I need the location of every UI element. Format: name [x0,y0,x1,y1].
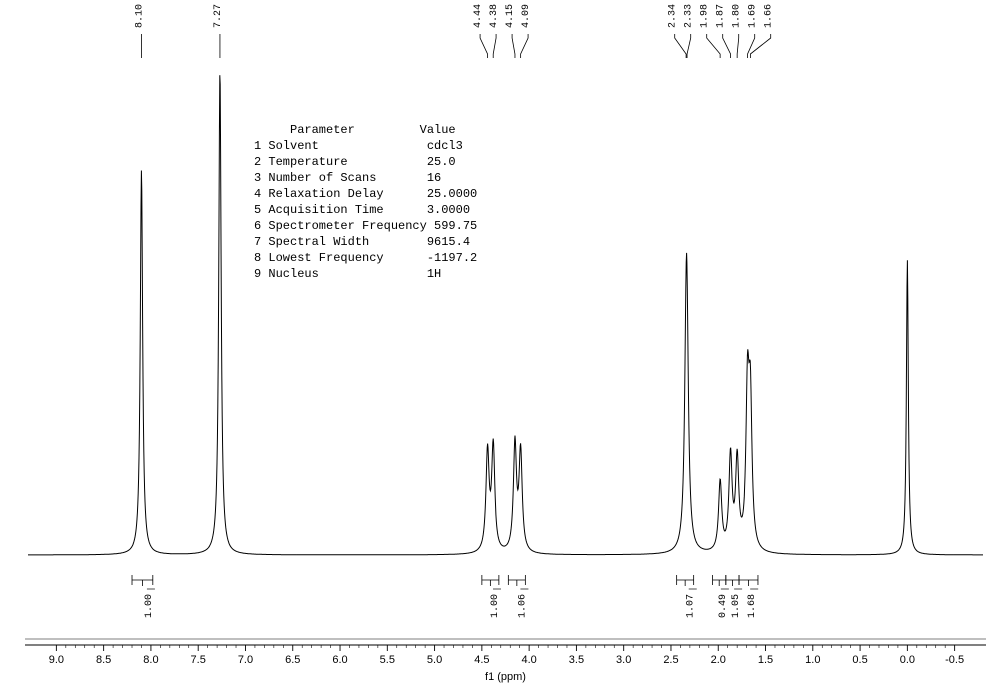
integral-label: 1.07 [686,594,697,618]
x-tick-label: 7.0 [238,654,253,666]
peak-label: 4.38 [489,4,500,28]
x-tick-label: -0.5 [945,654,964,666]
integral-label: 1.00 [490,594,501,618]
parameter-row: 7 Spectral Width 9615.4 [254,234,477,250]
x-axis-label: f1 (ppm) [485,671,526,683]
integral-label: 0.49 [718,594,729,618]
peak-label-connector [737,34,739,58]
peak-label: 4.15 [505,4,516,28]
x-tick-label: 3.5 [569,654,584,666]
x-tick-label: 9.0 [49,654,64,666]
peak-label: 4.44 [473,4,484,28]
peak-label-connector [707,34,720,58]
parameter-row: 6 Spectrometer Frequency 599.75 [254,218,477,234]
peak-label: 2.34 [668,4,679,28]
peak-label: 1.87 [716,4,727,28]
parameter-row: 5 Acquisition Time 3.0000 [254,202,477,218]
x-tick-label: 2.5 [663,654,678,666]
x-tick-label: 3.0 [616,654,631,666]
peak-label: 8.10 [134,4,145,28]
peak-label: 1.80 [732,4,743,28]
peak-label-connector [675,34,686,58]
x-tick-label: 5.5 [380,654,395,666]
integral-label: 1.68 [747,594,758,618]
x-tick-label: 6.5 [285,654,300,666]
spectrum-trace [28,75,983,555]
peak-label-connector [512,34,515,58]
peak-label-connector [480,34,487,58]
peak-label: 1.69 [748,4,759,28]
peak-label-connector [493,34,496,58]
peak-label: 1.98 [700,4,711,28]
peak-label: 1.66 [764,4,775,28]
integral-label: 1.00 [144,594,155,618]
peak-label-connector [750,34,770,58]
peak-label-connector [723,34,731,58]
parameter-table-header: Parameter Value [254,122,477,138]
parameter-row: 4 Relaxation Delay 25.0000 [254,186,477,202]
peak-label-connector [521,34,528,58]
x-tick-label: 1.5 [758,654,773,666]
x-tick-label: 0.0 [900,654,915,666]
x-tick-label: 8.0 [143,654,158,666]
x-tick-label: 0.5 [852,654,867,666]
parameter-row: 2 Temperature 25.0 [254,154,477,170]
peak-label: 7.27 [213,4,224,28]
x-tick-label: 2.0 [711,654,726,666]
parameter-row: 9 Nucleus 1H [254,266,477,282]
peak-label: 2.33 [684,4,695,28]
peak-label-connector [748,34,755,58]
parameter-row: 3 Number of Scans 16 [254,170,477,186]
nmr-spectrum-chart: 8.10 7.27 4.44 4.38 4.15 4.09 2.34 2.33 1.98 1.87… [0,0,1000,697]
x-tick-label: 4.5 [474,654,489,666]
x-tick-label: 7.5 [191,654,206,666]
x-tick-label: 8.5 [96,654,111,666]
x-tick-label: 6.0 [332,654,347,666]
parameter-table: Parameter Value 1 Solvent cdcl32 Tempera… [254,122,477,282]
x-tick-label: 1.0 [805,654,820,666]
x-tick-label: 5.0 [427,654,442,666]
peak-label: 4.09 [521,4,532,28]
integral-label: 1.06 [517,594,528,618]
parameter-row: 8 Lowest Frequency -1197.2 [254,250,477,266]
x-tick-label: 4.0 [521,654,536,666]
integral-label: 1.05 [731,594,742,618]
peak-label-connector [687,34,691,58]
parameter-row: 1 Solvent cdcl3 [254,138,477,154]
